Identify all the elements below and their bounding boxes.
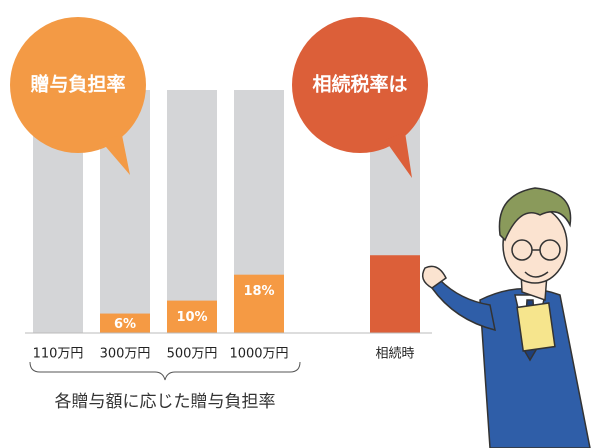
- bubble-text: 贈与負担率: [30, 73, 125, 96]
- bracket: [29, 361, 301, 381]
- x-tick-label: 500万円: [167, 347, 218, 362]
- bar: [100, 313, 150, 333]
- x-tick-label: 相続時: [375, 347, 414, 362]
- bubble: 贈与負担率: [10, 17, 146, 175]
- bar-group: 6% 10% 18%: [33, 90, 420, 333]
- bubble-text: 相続税率は: [312, 73, 407, 96]
- x-tick-label: 300万円: [100, 347, 151, 362]
- bubble-tail: [385, 132, 412, 178]
- bracket-label: 各贈与額に応じた贈与負担率: [55, 392, 276, 412]
- value-label: 10%: [176, 310, 207, 325]
- bubble: 相続税率は: [292, 17, 428, 178]
- bubble-shape: [10, 17, 146, 153]
- bubble-tail: [100, 135, 130, 175]
- bar: [234, 274, 284, 333]
- bubble-shape: [292, 17, 428, 153]
- bar-background: [167, 90, 217, 333]
- value-label: 6%: [114, 317, 136, 332]
- illustration: [421, 187, 591, 448]
- value-label: 18%: [243, 284, 274, 299]
- bar: [167, 300, 217, 333]
- x-tick-label: 1000万円: [229, 347, 288, 362]
- bar: [370, 255, 420, 333]
- x-tick-label: 110万円: [33, 347, 84, 362]
